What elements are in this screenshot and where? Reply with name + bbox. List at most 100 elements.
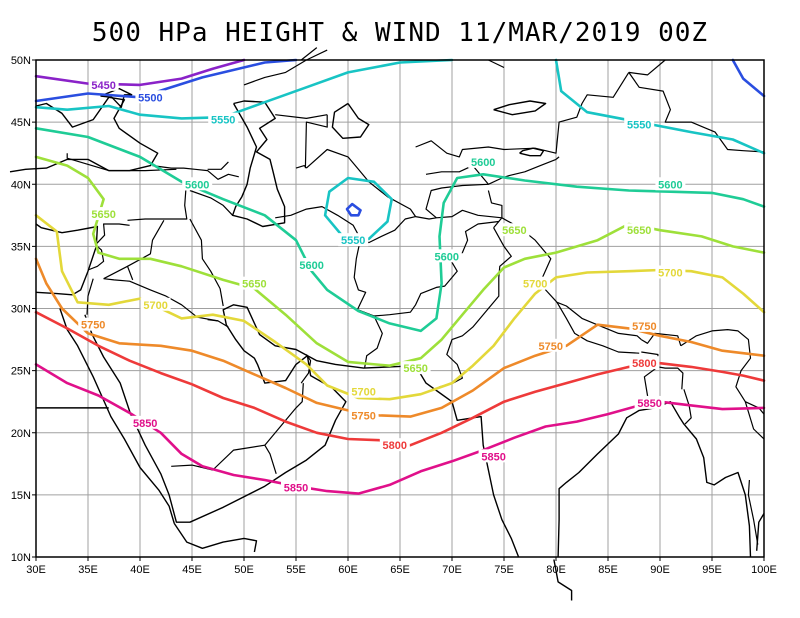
- contour-label-bg: [348, 408, 379, 422]
- contour-label: 5700: [143, 300, 167, 312]
- contour-label: 5850: [481, 451, 505, 463]
- contour-label-bg: [239, 276, 270, 290]
- country-border: [103, 278, 219, 322]
- country-border: [103, 265, 128, 280]
- contour-label: 5550: [211, 115, 235, 127]
- contour-label: 5650: [502, 225, 526, 237]
- contour-label-bg: [296, 258, 327, 272]
- coastline: [331, 102, 370, 139]
- y-tick-label: 30N: [11, 304, 31, 316]
- country-border: [264, 383, 304, 474]
- country-border: [628, 59, 666, 76]
- country-border: [66, 153, 177, 172]
- country-border: [87, 245, 105, 271]
- contour-label-bg: [400, 361, 431, 375]
- contour-label-bg: [655, 265, 686, 279]
- contour-label: 5700: [523, 279, 547, 291]
- coastline: [493, 100, 547, 116]
- country-border: [189, 189, 234, 216]
- contour-label-bg: [88, 77, 119, 91]
- contour-label-bg: [535, 338, 566, 352]
- country-border: [304, 114, 328, 169]
- x-tick-label: 55E: [286, 564, 306, 576]
- contour-5500: [34, 58, 298, 103]
- contour-label-bg: [379, 438, 410, 452]
- x-tick-label: 80E: [546, 564, 566, 576]
- contour-label: 5600: [185, 179, 209, 191]
- x-tick-label: 65E: [390, 564, 410, 576]
- contour-label: 5750: [351, 410, 375, 422]
- country-border: [744, 401, 765, 440]
- x-tick-label: 95E: [702, 564, 722, 576]
- contour-label: 5750: [539, 341, 563, 353]
- contour-label: 5800: [383, 440, 407, 452]
- contour-label: 5550: [627, 120, 651, 132]
- contour-label: 5650: [242, 279, 266, 291]
- contour-label: 5500: [138, 92, 162, 104]
- country-border: [425, 183, 489, 219]
- contour-label-bg: [281, 480, 311, 494]
- contour-label: 5650: [91, 209, 115, 221]
- country-border: [628, 72, 765, 153]
- coastline: [84, 304, 520, 558]
- contour-label-bg: [634, 395, 665, 409]
- x-tick-label: 75E: [494, 564, 514, 576]
- x-tick-label: 30E: [26, 564, 46, 576]
- coastline: [553, 559, 573, 601]
- contour-label: 5850: [284, 482, 308, 494]
- y-tick-label: 15N: [11, 490, 31, 502]
- country-border: [439, 227, 512, 388]
- contour-label-bg: [629, 318, 660, 332]
- coastline: [231, 100, 286, 228]
- x-tick-label: 60E: [338, 564, 358, 576]
- country-border: [555, 156, 560, 160]
- contour-label-bg: [78, 317, 109, 331]
- contour-label-bg: [130, 415, 161, 429]
- contour-5600: [34, 127, 766, 333]
- country-border: [353, 238, 383, 369]
- contour-label: 5650: [403, 363, 427, 375]
- y-tick-label: 25N: [11, 366, 31, 378]
- country-borders: [36, 47, 765, 545]
- axis-ticks: 30E 35E 40E 45E 50E 55E 60E 65E 70E 75E 80E 85E 90E 9…: [11, 55, 777, 576]
- y-tick-label: 10N: [11, 552, 31, 564]
- country-border: [680, 329, 765, 415]
- contour-label: 5450: [91, 80, 115, 92]
- country-border: [126, 220, 165, 281]
- contour-label-bg: [629, 356, 660, 370]
- y-tick-label: 40N: [11, 179, 31, 191]
- contour-label-bg: [468, 154, 499, 168]
- country-border: [415, 72, 630, 158]
- country-border: [275, 114, 328, 119]
- country-border: [487, 190, 503, 218]
- x-tick-label: 45E: [182, 564, 202, 576]
- y-tick-label: 45N: [11, 117, 31, 129]
- country-border: [425, 158, 557, 185]
- contour-label-bg: [182, 177, 213, 191]
- contour-label: 5550: [341, 235, 365, 247]
- contour-5500: [345, 202, 362, 217]
- x-tick-label: 100E: [751, 564, 777, 576]
- x-tick-label: 40E: [130, 564, 150, 576]
- country-border: [207, 161, 229, 170]
- country-border: [357, 220, 499, 317]
- coastline: [173, 523, 258, 553]
- country-border: [152, 165, 239, 180]
- contour-label: 5700: [351, 387, 375, 399]
- country-border: [300, 47, 318, 61]
- contour-label-bg: [338, 233, 369, 247]
- contour-label-bg: [624, 117, 655, 131]
- coastline: [557, 401, 752, 558]
- contour-label-bg: [478, 449, 509, 463]
- coastline: [9, 96, 159, 173]
- contour-label-bg: [520, 276, 551, 290]
- contour-label: 5850: [133, 418, 157, 430]
- x-tick-label: 35E: [78, 564, 98, 576]
- country-border: [243, 49, 328, 86]
- contour-5750: [34, 257, 766, 418]
- country-border: [657, 366, 684, 390]
- contour-label: 5800: [632, 358, 656, 370]
- contour-label: 5600: [435, 251, 459, 263]
- contour-5800: [34, 310, 766, 447]
